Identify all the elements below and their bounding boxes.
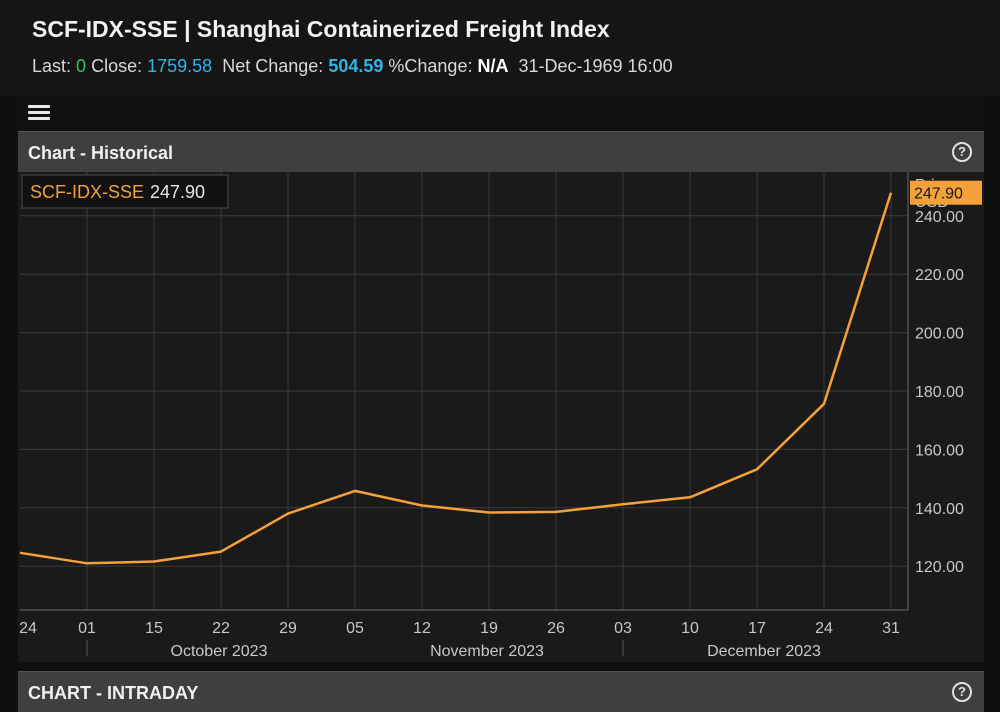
historical-panel-header[interactable]: Chart - Historical ? (18, 131, 984, 172)
pct-change-value: N/A (477, 56, 509, 76)
intraday-panel-title: CHART - INTRADAY (28, 683, 199, 703)
month-label: October 2023 (171, 643, 268, 660)
y-tick-label: 240.00 (915, 209, 964, 226)
net-change-label: Net Change: (222, 56, 324, 76)
last-value-label: 247.90 (914, 186, 963, 203)
y-tick-label: 140.00 (915, 501, 964, 518)
close-label: Close: (91, 56, 143, 76)
x-tick-label: 19 (480, 620, 498, 637)
help-icon[interactable]: ? (952, 682, 972, 702)
x-tick-label: 15 (145, 620, 163, 637)
help-icon[interactable]: ? (952, 142, 972, 162)
menu-icon[interactable] (28, 105, 50, 121)
legend-series-name: SCF-IDX-SSE (30, 182, 144, 202)
x-tick-label: 01 (78, 620, 96, 637)
last-value-badge (910, 180, 982, 205)
y-tick-label: 160.00 (915, 442, 964, 459)
x-tick-label: 05 (346, 620, 364, 637)
x-tick-label: 03 (614, 620, 632, 637)
last-label: Last: (32, 56, 72, 76)
y-tick-label: 180.00 (915, 384, 964, 401)
y-tick-label: 220.00 (915, 267, 964, 284)
last-value: 0 (76, 56, 87, 76)
quote-summary: Last: 0 Close: 1759.58 Net Change: 504.5… (32, 56, 673, 77)
chart-svg[interactable]: 24 01 15 22 29 05 12 19 26 03 10 17 24 31 October 2023… (18, 172, 984, 662)
series-line (19, 192, 893, 565)
close-value: 1759.58 (147, 56, 213, 76)
pct-change-label: %Change: (388, 56, 473, 76)
x-tick-label: 17 (748, 620, 766, 637)
quote-header: SCF-IDX-SSE | Shanghai Containerized Fre… (0, 0, 1000, 96)
net-change-value: 504.59 (328, 56, 384, 76)
x-tick-label: 31 (882, 620, 900, 637)
x-tick-label: 29 (279, 620, 297, 637)
x-tick-label: 12 (413, 620, 431, 637)
page-title: SCF-IDX-SSE | Shanghai Containerized Fre… (32, 16, 610, 42)
legend: SCF-IDX-SSE 247.90 (21, 174, 229, 209)
quote-datetime: 31-Dec-1969 16:00 (518, 56, 673, 76)
month-label: December 2023 (707, 643, 821, 660)
historical-chart[interactable]: 24 01 15 22 29 05 12 19 26 03 10 17 24 31 October 2023… (18, 172, 984, 662)
x-tick-label: 10 (681, 620, 699, 637)
legend-series-value: 247.90 (150, 182, 205, 202)
x-tick-label: 22 (212, 620, 230, 637)
x-tick-label: 24 (19, 620, 37, 637)
intraday-panel-header[interactable]: CHART - INTRADAY ? (18, 671, 984, 712)
y-tick-label: 120.00 (915, 559, 964, 576)
x-tick-label: 26 (547, 620, 565, 637)
y-tick-label: 200.00 (915, 326, 964, 343)
toolbar (18, 96, 984, 130)
month-label: November 2023 (430, 643, 544, 660)
x-tick-label: 24 (815, 620, 833, 637)
historical-panel-title: Chart - Historical (28, 143, 174, 163)
